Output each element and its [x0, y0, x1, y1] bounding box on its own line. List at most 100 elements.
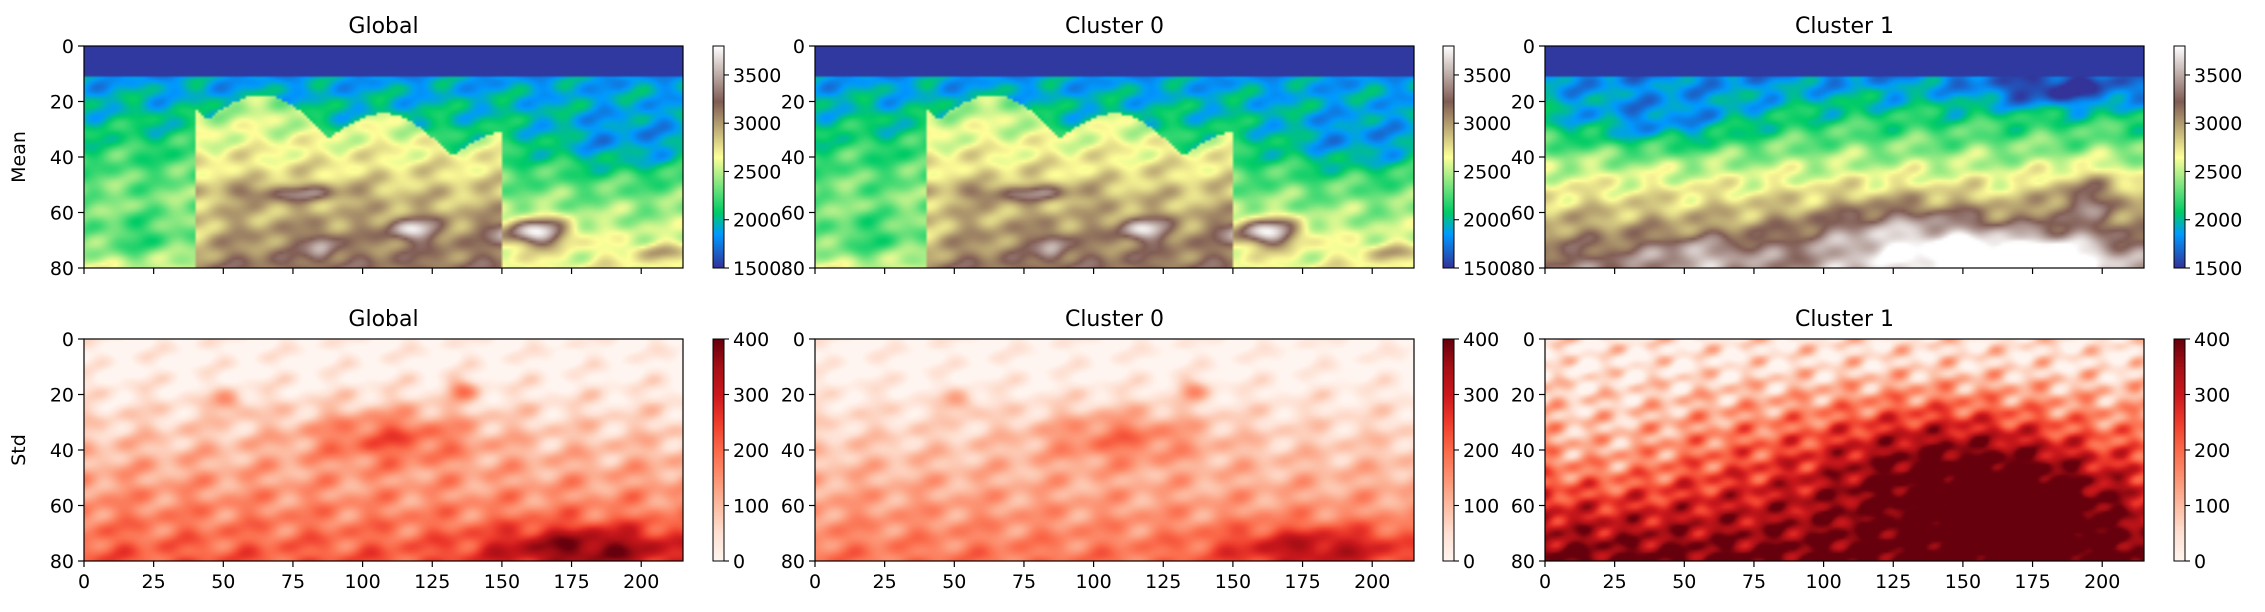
x-tick-label: 100	[1805, 571, 1841, 593]
colorbar-tick-label: 2500	[733, 161, 781, 183]
y-tick-label: 0	[62, 329, 74, 351]
panel-title: Cluster 1	[1795, 307, 1894, 332]
colorbar-tick-label: 2500	[1463, 161, 1511, 183]
row-ylabel: Std	[8, 434, 30, 466]
colorbar-tick-label: 2500	[2194, 161, 2242, 183]
y-tick-label: 0	[793, 36, 805, 58]
colorbar-tick-label: 0	[733, 551, 745, 573]
x-tick-label: 0	[1539, 571, 1551, 593]
heatmap-panel: Cluster 1 0 20 40 60 80	[1511, 14, 2145, 280]
heatmap-panel: Global 0 20 40 60 80	[50, 14, 684, 280]
row-ylabel: Mean	[8, 131, 30, 183]
heatmap-image	[1545, 339, 2144, 561]
y-tick-label: 20	[50, 92, 74, 114]
x-tick-label: 150	[1215, 571, 1251, 593]
heatmap-image	[815, 339, 1414, 561]
colorbar-tick-label: 300	[2194, 385, 2230, 407]
x-tick-label: 75	[1742, 571, 1766, 593]
x-tick-label: 50	[211, 571, 235, 593]
y-tick-label: 40	[1511, 440, 1535, 462]
colorbar: 0 100 200 300 400	[712, 329, 769, 573]
y-tick-label: 20	[1511, 92, 1535, 114]
y-tick-label: 40	[50, 147, 74, 169]
x-tick-label: 0	[78, 571, 90, 593]
x-tick-label: 25	[873, 571, 897, 593]
colorbar: 1500 2000 2500 3000 3500	[712, 45, 781, 280]
y-tick-label: 0	[1523, 36, 1535, 58]
colorbar-tick-label: 400	[733, 329, 769, 351]
panel-title: Cluster 0	[1065, 307, 1164, 332]
colorbar-gradient	[2174, 46, 2185, 268]
x-tick-label: 75	[281, 571, 305, 593]
colorbar-frame	[2173, 45, 2186, 269]
colorbar-tick-label: 2000	[2194, 210, 2242, 232]
x-tick-label: 50	[1672, 571, 1696, 593]
y-tick-label: 0	[1523, 329, 1535, 351]
x-tick-label: 125	[414, 571, 450, 593]
y-tick-label: 20	[50, 385, 74, 407]
heatmap-image	[1545, 46, 2144, 268]
colorbar-tick-label: 200	[2194, 440, 2230, 462]
x-tick-label: 175	[2014, 571, 2050, 593]
colorbar-tick-label: 300	[733, 385, 769, 407]
x-tick-label: 125	[1875, 571, 1911, 593]
y-tick-label: 60	[1511, 496, 1535, 518]
heatmap-image	[84, 339, 683, 561]
colorbar-tick-label: 3500	[1463, 65, 1511, 87]
colorbar-tick-label: 1500	[733, 258, 781, 280]
colorbar-tick-label: 300	[1463, 385, 1499, 407]
x-tick-label: 125	[1145, 571, 1181, 593]
colorbar-tick-label: 100	[733, 496, 769, 518]
y-tick-label: 60	[50, 203, 74, 225]
colorbar-tick-label: 400	[2194, 329, 2230, 351]
colorbar-tick-label: 3000	[1463, 113, 1511, 135]
colorbar-gradient	[713, 339, 724, 561]
colorbar: 1500 2000 2500 3000 3500	[1442, 45, 1511, 280]
y-tick-label: 60	[1511, 203, 1535, 225]
y-tick-label: 80	[1511, 551, 1535, 573]
colorbar-tick-label: 400	[1463, 329, 1499, 351]
x-tick-label: 25	[1603, 571, 1627, 593]
colorbar-frame	[712, 45, 725, 269]
y-tick-label: 80	[781, 551, 805, 573]
x-tick-label: 150	[1945, 571, 1981, 593]
colorbar-tick-label: 0	[1463, 551, 1475, 573]
panel-title: Cluster 0	[1065, 14, 1164, 39]
colorbar-tick-label: 2000	[733, 210, 781, 232]
colorbar-tick-label: 3500	[733, 65, 781, 87]
x-tick-label: 100	[344, 571, 380, 593]
x-tick-label: 75	[1012, 571, 1036, 593]
x-tick-label: 25	[142, 571, 166, 593]
colorbar-gradient	[1443, 339, 1454, 561]
x-tick-label: 150	[484, 571, 520, 593]
colorbar-tick-label: 3500	[2194, 65, 2242, 87]
y-tick-label: 40	[50, 440, 74, 462]
colorbar-gradient	[2174, 339, 2185, 561]
colorbar-tick-label: 2000	[1463, 210, 1511, 232]
heatmap-panel: Cluster 0 0 20 40 60 80	[781, 14, 1415, 280]
y-tick-label: 0	[62, 36, 74, 58]
y-tick-label: 20	[781, 92, 805, 114]
y-tick-label: 40	[781, 440, 805, 462]
colorbar-frame	[1442, 45, 1455, 269]
y-tick-label: 60	[781, 496, 805, 518]
colorbar: 0 100 200 300 400	[1442, 329, 1499, 573]
y-tick-label: 40	[1511, 147, 1535, 169]
x-tick-label: 200	[623, 571, 659, 593]
y-tick-label: 0	[793, 329, 805, 351]
panel-title: Global	[348, 307, 418, 332]
y-tick-label: 20	[1511, 385, 1535, 407]
y-tick-label: 80	[50, 258, 74, 280]
colorbar-tick-label: 100	[1463, 496, 1499, 518]
y-tick-label: 20	[781, 385, 805, 407]
y-tick-label: 80	[781, 258, 805, 280]
colorbar-tick-label: 1500	[2194, 258, 2242, 280]
colorbar-tick-label: 3000	[733, 113, 781, 135]
heatmap-image	[84, 46, 683, 268]
x-tick-label: 200	[1354, 571, 1390, 593]
panel-title: Cluster 1	[1795, 14, 1894, 39]
